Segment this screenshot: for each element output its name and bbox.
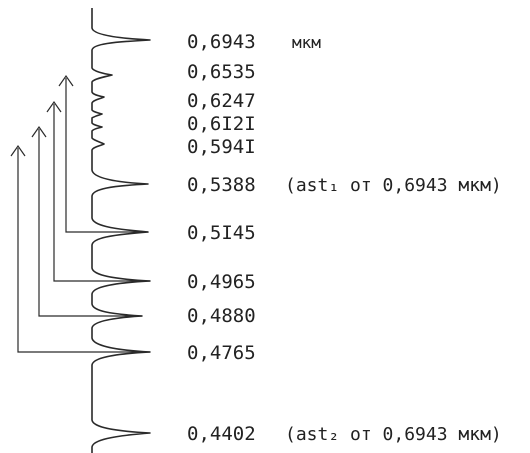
line-label: 0,4880 (187, 305, 256, 327)
line-unit: мкм (292, 33, 321, 52)
line-label: 0,594I (187, 136, 256, 158)
line-label: 0,5I45 (187, 222, 256, 244)
connector-0-6121 (38, 129, 142, 317)
spectral-trace (91, 8, 151, 453)
line-label: 0,5388 (187, 174, 256, 196)
line-label: 0,4965 (187, 271, 256, 293)
connector-0-6247 (53, 104, 150, 282)
line-label: 0,4402 (187, 423, 256, 445)
connector-0-5941 (17, 148, 150, 353)
connector-0-6535 (65, 78, 148, 233)
arrowhead-0-6121 (31, 125, 47, 138)
arrowhead-0-6247 (46, 100, 62, 113)
line-label: 0,4765 (187, 342, 256, 364)
line-label: 0,6943 (187, 31, 256, 53)
line-label: 0,6535 (187, 61, 256, 83)
line-annotation: (ast₂ от 0,6943 мкм) (285, 424, 502, 445)
line-label: 0,6I2I (187, 113, 256, 135)
line-annotation: (ast₁ от 0,6943 мкм) (285, 175, 502, 196)
arrowhead-0-6535 (58, 74, 74, 87)
line-label: 0,6247 (187, 90, 256, 112)
arrowhead-0-5941 (10, 144, 26, 157)
